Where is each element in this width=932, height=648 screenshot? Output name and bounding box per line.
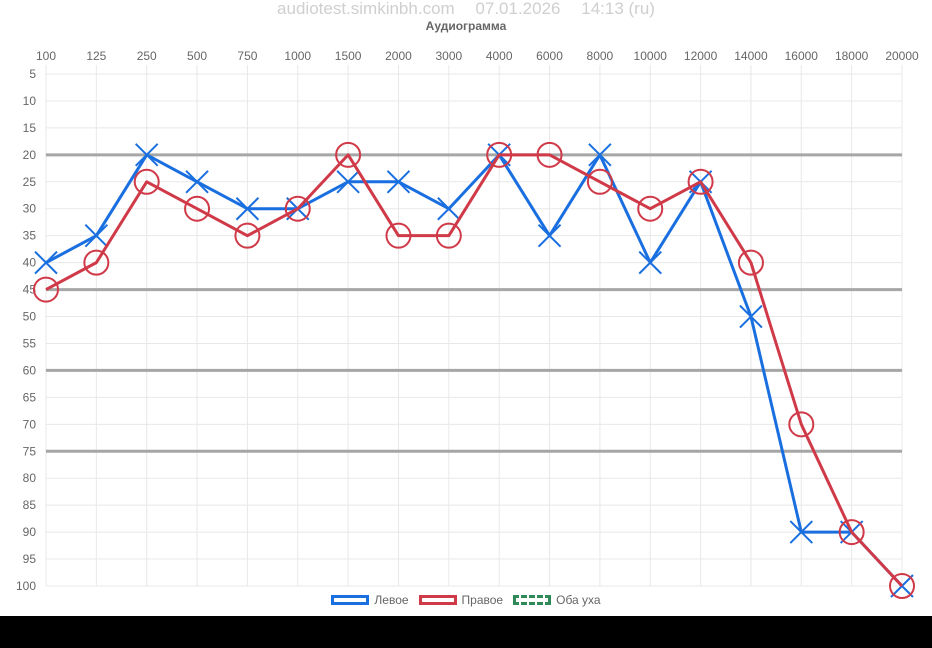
x-tick-label: 12000 bbox=[684, 49, 718, 63]
point-marker-right bbox=[133, 168, 160, 195]
point-marker-left bbox=[235, 197, 260, 221]
x-tick-label: 250 bbox=[137, 49, 157, 63]
y-tick-label: 60 bbox=[23, 363, 37, 377]
y-tick-label: 85 bbox=[23, 498, 37, 512]
x-tick-label: 2000 bbox=[385, 49, 412, 63]
legend-label-left: Левое bbox=[374, 593, 409, 607]
x-tick-label: 4000 bbox=[486, 49, 513, 63]
y-tick-label: 25 bbox=[23, 175, 37, 189]
point-marker-left bbox=[386, 170, 411, 194]
point-marker-right bbox=[234, 222, 261, 249]
point-marker-left bbox=[537, 223, 562, 248]
watermark-site: audiotest.simkinbh.com bbox=[277, 0, 455, 18]
point-marker-right bbox=[737, 249, 764, 276]
y-tick-label: 5 bbox=[29, 67, 36, 81]
watermark-time: 14:13 (ru) bbox=[581, 0, 655, 18]
x-tick-label: 1000 bbox=[284, 49, 311, 63]
series-line-left bbox=[45, 153, 904, 588]
point-marker-right bbox=[838, 519, 865, 546]
bottom-bar bbox=[0, 616, 932, 648]
y-tick-label: 40 bbox=[23, 256, 37, 270]
point-marker-left bbox=[336, 170, 360, 194]
y-tick-label: 35 bbox=[23, 229, 37, 243]
y-tick-label: 45 bbox=[23, 283, 37, 297]
y-tick-label: 55 bbox=[23, 336, 37, 350]
y-tick-label: 20 bbox=[23, 148, 37, 162]
x-tick-label: 3000 bbox=[435, 49, 462, 63]
point-marker-left bbox=[437, 197, 461, 221]
audiogram-chart: 5 10 15 20 25 30 35 40 45 50 55 60 65 70 75 80 85 90 95 100… bbox=[16, 49, 919, 599]
point-marker-right bbox=[435, 222, 462, 249]
point-marker-left bbox=[638, 250, 662, 275]
x-tick-label: 18000 bbox=[835, 49, 869, 63]
x-tick-label: 750 bbox=[237, 49, 257, 63]
x-tick-label: 10000 bbox=[634, 49, 668, 63]
x-tick-label: 8000 bbox=[587, 49, 614, 63]
legend-label-right: Правое bbox=[461, 593, 504, 607]
y-tick-label: 95 bbox=[23, 552, 37, 566]
point-marker-right bbox=[889, 573, 915, 599]
point-marker-right bbox=[284, 195, 311, 222]
y-tick-label: 15 bbox=[23, 121, 37, 135]
legend: Левое Правое Оба уха bbox=[0, 593, 932, 607]
x-tick-label: 16000 bbox=[785, 49, 819, 63]
point-marker-right bbox=[536, 141, 563, 168]
x-tick-label: 1500 bbox=[335, 49, 362, 63]
point-marker-right bbox=[586, 168, 613, 195]
y-tick-label: 75 bbox=[23, 444, 37, 458]
point-marker-right bbox=[687, 168, 714, 195]
point-marker-left bbox=[588, 143, 612, 167]
y-tick-label: 100 bbox=[16, 579, 36, 593]
chart-title: Аудиограмма bbox=[425, 19, 507, 33]
x-tick-label: 125 bbox=[86, 49, 106, 63]
point-marker-left bbox=[84, 223, 109, 248]
legend-swatch-right bbox=[418, 595, 457, 605]
watermark: audiotest.simkinbh.com 07.01.2026 14:13 … bbox=[0, 0, 932, 18]
point-marker-left bbox=[739, 304, 763, 329]
x-tick-label: 14000 bbox=[734, 49, 768, 63]
point-marker-left bbox=[185, 170, 209, 194]
legend-item-right[interactable]: Правое bbox=[418, 593, 504, 607]
x-tick-label: 6000 bbox=[536, 49, 563, 63]
legend-item-both[interactable]: Оба уха bbox=[513, 593, 601, 607]
x-tick-label: 100 bbox=[36, 49, 56, 63]
y-tick-label: 80 bbox=[23, 471, 37, 485]
point-marker-right bbox=[335, 141, 362, 168]
legend-item-left[interactable]: Левое bbox=[331, 593, 409, 607]
point-marker-left bbox=[789, 520, 814, 544]
y-tick-label: 65 bbox=[23, 390, 37, 404]
x-tick-label: 500 bbox=[187, 49, 207, 63]
y-tick-label: 70 bbox=[23, 417, 37, 431]
watermark-date: 07.01.2026 bbox=[475, 0, 561, 18]
point-marker-left bbox=[134, 143, 159, 167]
x-tick-label: 20000 bbox=[885, 49, 919, 63]
legend-label-both: Оба уха bbox=[556, 593, 601, 607]
point-marker-right bbox=[486, 141, 513, 168]
y-tick-label: 30 bbox=[23, 202, 37, 216]
point-marker-right bbox=[184, 195, 211, 222]
y-tick-label: 90 bbox=[23, 525, 37, 539]
legend-swatch-left bbox=[331, 595, 370, 605]
point-marker-right bbox=[83, 249, 110, 276]
point-marker-right bbox=[33, 276, 59, 303]
y-tick-label: 50 bbox=[23, 310, 37, 324]
point-marker-right bbox=[637, 195, 664, 222]
point-marker-right bbox=[385, 222, 412, 249]
point-marker-left bbox=[34, 250, 58, 275]
point-marker-right bbox=[788, 411, 815, 438]
legend-swatch-both bbox=[513, 595, 552, 605]
series-line-right bbox=[45, 153, 904, 588]
y-tick-label: 10 bbox=[23, 94, 37, 108]
